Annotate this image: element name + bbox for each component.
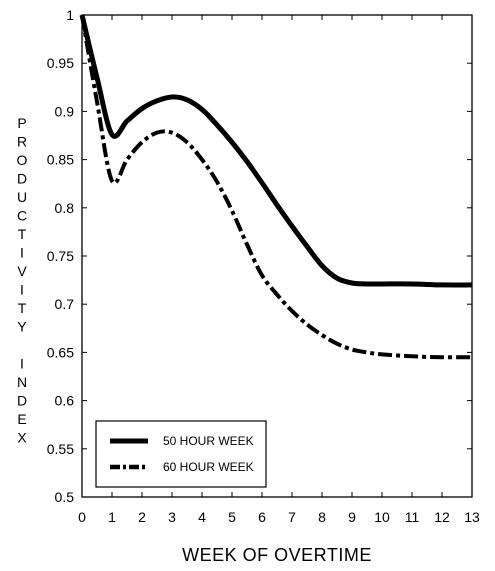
x-tick-label: 4 [198, 509, 206, 525]
x-tick-label: 0 [78, 509, 86, 525]
x-tick-label: 9 [348, 509, 356, 525]
y-tick-label: 1 [66, 7, 74, 23]
x-tick-label: 3 [168, 509, 176, 525]
y-tick-label: 0.7 [55, 296, 75, 312]
series-layer [79, 14, 473, 360]
y-axis-label-char: E [17, 411, 26, 427]
y-axis-label-char: C [17, 208, 27, 224]
x-tick-label: 1 [108, 509, 116, 525]
x-tick-label: 7 [288, 509, 296, 525]
y-tick-label: 0.8 [55, 200, 75, 216]
legend-label-60-hour: 60 HOUR WEEK [163, 460, 254, 474]
y-axis-label-char: U [17, 189, 27, 205]
y-tick-label: 0.95 [47, 55, 74, 71]
y-tick-label: 0.55 [47, 441, 74, 457]
y-axis-label-char: T [18, 300, 27, 316]
y-axis-label-char: T [18, 226, 27, 242]
series-line-50-hour [79, 14, 473, 288]
x-tick-label: 10 [374, 509, 390, 525]
legend-label-50-hour: 50 HOUR WEEK [163, 434, 254, 448]
y-axis-label-char: D [17, 393, 27, 409]
y-axis-label-char: O [17, 152, 28, 168]
x-tick-label: 12 [434, 509, 450, 525]
x-tick-label: 5 [228, 509, 236, 525]
y-axis-label-char: R [17, 134, 27, 150]
y-tick-label: 0.85 [47, 152, 74, 168]
y-axis-label-char: I [20, 356, 24, 372]
series-line-60-hour [80, 14, 473, 360]
x-tick-label: 6 [258, 509, 266, 525]
y-axis-label-char: X [17, 430, 27, 446]
y-axis: 0.5 0.55 0.6 0.65 0.7 0.75 0.8 0.85 0.9 0.95 1 [47, 7, 472, 505]
y-axis-label-char: I [20, 282, 24, 298]
y-axis-label-char: P [17, 115, 26, 131]
y-tick-label: 0.6 [55, 393, 75, 409]
y-axis-label-char: Y [17, 319, 27, 335]
y-tick-label: 0.65 [47, 344, 74, 360]
y-axis-label-char: V [17, 263, 27, 279]
x-tick-label: 2 [138, 509, 146, 525]
y-tick-label: 0.75 [47, 248, 74, 264]
legend-box [95, 420, 267, 488]
y-axis-label-char: D [17, 171, 27, 187]
x-axis: 0 1 2 3 4 5 6 7 8 9 10 11 12 13 [78, 15, 480, 525]
y-tick-label: 0.9 [55, 103, 75, 119]
y-axis-label-char: I [20, 245, 24, 261]
x-tick-label: 11 [405, 509, 420, 525]
x-tick-label: 13 [464, 509, 480, 525]
legend: 50 HOUR WEEK 60 HOUR WEEK [95, 420, 267, 488]
y-tick-label: 0.5 [55, 489, 75, 505]
y-axis-label-char: N [17, 374, 27, 390]
x-tick-label: 8 [318, 509, 326, 525]
x-axis-label: WEEK OF OVERTIME [182, 545, 372, 565]
